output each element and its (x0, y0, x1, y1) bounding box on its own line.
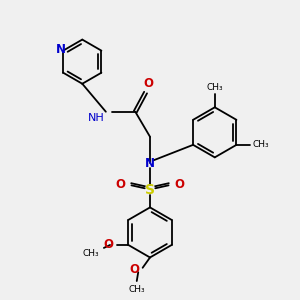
Text: O: O (129, 263, 139, 276)
Text: CH₃: CH₃ (252, 140, 269, 149)
Text: NH: NH (88, 113, 104, 123)
Text: CH₃: CH₃ (82, 249, 99, 258)
Text: CH₃: CH₃ (128, 285, 145, 294)
Text: O: O (143, 77, 154, 90)
Text: O: O (174, 178, 184, 191)
Text: N: N (145, 157, 155, 170)
Text: O: O (116, 178, 126, 191)
Text: O: O (103, 238, 113, 251)
Text: S: S (145, 183, 155, 197)
Text: CH₃: CH₃ (206, 83, 223, 92)
Text: N: N (56, 43, 66, 56)
